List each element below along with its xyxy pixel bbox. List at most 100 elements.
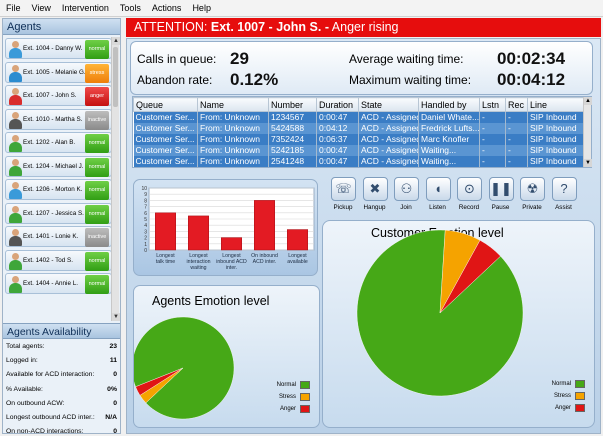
- private-button[interactable]: ☢ Private: [517, 176, 547, 214]
- legend-item: Stress: [254, 392, 310, 404]
- assist-button[interactable]: ? Assist: [549, 176, 579, 214]
- menu-tools[interactable]: Tools: [119, 3, 141, 13]
- legend-swatch: [575, 404, 585, 412]
- pause-button[interactable]: ❚❚ Pause: [486, 176, 516, 214]
- agent-card[interactable]: Ext. 1402 - Tod S. normal: [5, 249, 112, 271]
- column-header[interactable]: Name: [197, 97, 269, 112]
- y-tick-label: 7: [144, 205, 147, 211]
- pickup-button[interactable]: ☏ Pickup: [328, 176, 358, 214]
- table-cell: SIP Inbound: [527, 122, 586, 134]
- table-scroll-down-icon[interactable]: ▼: [584, 159, 592, 167]
- scroll-up-icon[interactable]: ▲: [112, 37, 120, 45]
- table-cell: Customer Ser...: [133, 155, 198, 167]
- column-header[interactable]: State: [358, 97, 419, 112]
- agent-card[interactable]: Ext. 1004 - Danny W. normal: [5, 38, 112, 59]
- agent-card[interactable]: Ext. 1007 - John S. anger: [5, 85, 112, 106]
- ear-icon[interactable]: ◖: [425, 177, 451, 201]
- table-row[interactable]: Customer Ser... From: Unknown 7352424 0:06:…: [133, 133, 586, 145]
- table-row[interactable]: Customer Ser... From: Unknown 5242185 0:00:…: [133, 144, 586, 156]
- column-header[interactable]: Lstn: [479, 97, 506, 112]
- agent-row[interactable]: Ext. 1402 - Tod S. normal: [4, 249, 113, 273]
- private-icon[interactable]: ☢: [520, 177, 545, 201]
- table-scroll-up-icon[interactable]: ▲: [584, 97, 592, 105]
- menu-actions[interactable]: Actions: [151, 3, 182, 13]
- agent-row[interactable]: Ext. 1206 - Morton K. normal: [4, 178, 113, 202]
- table-scrollbar[interactable]: ▲ ▼: [583, 97, 592, 167]
- scroll-thumb[interactable]: [113, 47, 118, 107]
- availability-row: Available for ACD interaction: 0: [3, 368, 120, 382]
- agent-row[interactable]: Ext. 1010 - Martha S. inactive: [4, 108, 113, 132]
- bar: [287, 229, 308, 251]
- column-header[interactable]: Queue: [133, 97, 198, 112]
- agent-row[interactable]: Ext. 1005 - Melanie G. stress: [4, 61, 113, 85]
- legend-label: Stress: [278, 394, 296, 400]
- agent-status-badge: normal: [85, 204, 109, 224]
- menu-file[interactable]: File: [6, 3, 21, 13]
- bar: [155, 212, 176, 251]
- agent-row[interactable]: Ext. 1004 - Danny W. normal: [4, 37, 113, 61]
- hangup-icon[interactable]: ✖: [362, 177, 388, 201]
- table-cell: ACD - Assigned: [358, 155, 419, 167]
- attention-message: Anger rising: [331, 20, 399, 34]
- agent-status-badge: normal: [85, 251, 109, 271]
- menu-help[interactable]: Help: [192, 3, 211, 13]
- agent-row[interactable]: Ext. 1202 - Alan B. normal: [4, 131, 113, 155]
- agent-card[interactable]: Ext. 1005 - Melanie G. stress: [5, 61, 112, 83]
- menu-view[interactable]: View: [31, 3, 51, 13]
- column-header[interactable]: Duration: [316, 97, 359, 112]
- hangup-button[interactable]: ✖ Hangup: [360, 176, 390, 214]
- record-button[interactable]: ⊙ Record: [454, 176, 484, 214]
- action-label: Record: [458, 204, 480, 211]
- agent-card[interactable]: Ext. 1207 - Jessica S. normal: [5, 202, 112, 224]
- table-cell: -: [505, 122, 528, 134]
- join-button[interactable]: ⚇ Join: [391, 176, 421, 214]
- column-header[interactable]: Handled by: [418, 97, 480, 112]
- agent-list-scrollbar[interactable]: ▲ ▼: [111, 37, 120, 321]
- table-cell: ACD - Assigned: [358, 122, 419, 134]
- action-label: Listen: [429, 204, 446, 211]
- agent-row[interactable]: Ext. 1204 - Michael J. normal: [4, 155, 113, 179]
- wait-times-bar-chart: 0 1 2 3 4 5 6 7 8 9 10 Longest talk time Longest inter…: [133, 179, 318, 276]
- legend-item: Stress: [529, 391, 585, 403]
- agent-avatar-icon: [8, 158, 22, 177]
- record-icon[interactable]: ⊙: [457, 177, 482, 201]
- bar: [221, 237, 242, 251]
- agent-card[interactable]: Ext. 1404 - Annie L. normal: [5, 273, 112, 294]
- availability-value: 0%: [107, 385, 117, 393]
- column-header[interactable]: Line: [527, 97, 586, 112]
- y-tick-label: 10: [141, 186, 147, 192]
- column-header[interactable]: Number: [268, 97, 317, 112]
- pause-icon[interactable]: ❚❚: [488, 177, 514, 201]
- table-cell: 0:00:47: [316, 144, 359, 156]
- abandon-rate-label: Abandon rate:: [137, 73, 213, 87]
- calls-in-queue-value: 29: [230, 49, 249, 68]
- avg-wait-label: Average waiting time:: [349, 52, 464, 66]
- table-row[interactable]: Customer Ser... From: Unknown 1234567 0:00:…: [133, 111, 586, 123]
- listen-button[interactable]: ◖ Listen: [423, 176, 453, 214]
- column-header[interactable]: Rec: [505, 97, 528, 112]
- agent-card[interactable]: Ext. 1401 - Lonie K. inactive: [5, 226, 112, 247]
- agent-row[interactable]: Ext. 1404 - Annie L. normal: [4, 272, 113, 296]
- agents-panel-title: Agents: [3, 19, 120, 35]
- help-icon[interactable]: ?: [551, 177, 577, 201]
- max-wait-label: Maximum waiting time:: [349, 73, 472, 87]
- agent-avatar-icon: [8, 135, 22, 153]
- table-cell: Customer Ser...: [133, 144, 198, 156]
- menu-intervention[interactable]: Intervention: [61, 3, 109, 13]
- scroll-down-icon[interactable]: ▼: [112, 313, 120, 321]
- join-icon[interactable]: ⚇: [394, 177, 419, 201]
- agent-row[interactable]: Ext. 1401 - Lonie K. inactive: [4, 225, 113, 249]
- table-row[interactable]: Customer Ser... From: Unknown 5424588 0:04:…: [133, 122, 586, 134]
- agent-card[interactable]: Ext. 1010 - Martha S. inactive: [5, 108, 112, 130]
- agent-row[interactable]: Ext. 1207 - Jessica S. normal: [4, 202, 113, 226]
- table-cell: 5242185: [268, 144, 317, 156]
- agent-card[interactable]: Ext. 1206 - Morton K. normal: [5, 179, 112, 200]
- action-toolbar: ☏ Pickup ✖ Hangup ⚇ Join ◖ Listen ⊙ Record ❚❚ Pause…: [322, 176, 577, 214]
- agent-card[interactable]: Ext. 1202 - Alan B. normal: [5, 132, 112, 153]
- agent-card[interactable]: Ext. 1204 - Michael J. normal: [5, 155, 112, 177]
- left-panel: Agents Ext. 1004 - Danny W. normal Ext. 10…: [2, 18, 121, 435]
- agent-row[interactable]: Ext. 1007 - John S. anger: [4, 84, 113, 108]
- table-row[interactable]: Customer Ser... From: Unknown 2541248 0:00:…: [133, 155, 586, 167]
- phone-icon[interactable]: ☏: [331, 177, 356, 201]
